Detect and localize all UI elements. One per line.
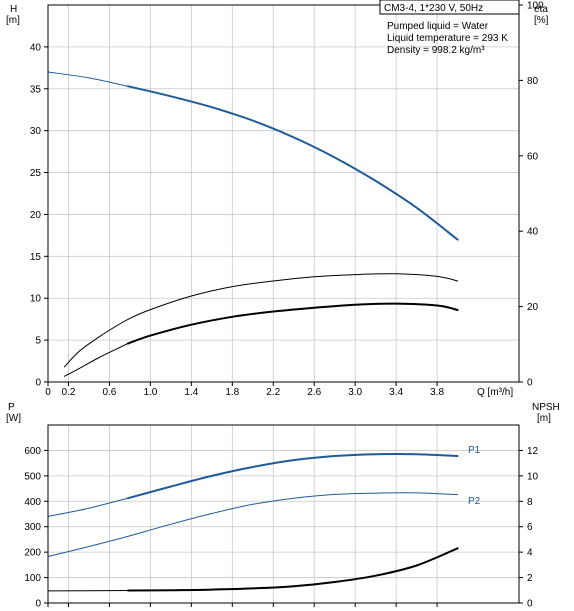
top-series [47,71,459,377]
bottom-left-axis-label-1: P [8,402,15,413]
series-line [126,302,459,345]
left-y-tick-label: 30 [30,126,42,137]
right-y-tick-label: 20 [527,302,539,313]
left-y-tick-label: 0 [35,378,41,389]
left-y-tick-label: 0 [35,599,41,610]
left-y-tick-label: 35 [30,84,42,95]
right-y-tick-label: 60 [527,151,539,162]
right-y-tick-label: 40 [527,227,539,238]
bottom-right-axis-label-2: [m] [537,413,551,424]
left-y-tick-label: 5 [35,336,41,347]
info-box-title: CM3-4, 1*230 V, 50Hz [384,3,483,14]
x-tick-label: 0 [45,387,51,398]
bottom-right-axis-label-1: NPSH [532,402,560,413]
series-line [126,85,459,241]
x-tick-label: 3.8 [430,387,444,398]
left-y-tick-label: 200 [24,548,41,559]
bottom-grid [47,425,519,604]
left-y-tick-label: 600 [24,446,41,457]
top-left-axis-label-1: H [10,4,17,15]
x-tick-label: 3.0 [348,387,362,398]
right-y-tick-label: 6 [527,522,533,533]
left-y-tick-label: 500 [24,471,41,482]
right-y-tick-label: 0 [527,599,533,610]
series-line [47,497,129,517]
left-y-tick-label: 300 [24,522,41,533]
x-tick-label: 1.4 [184,387,198,398]
x-tick-label: 2.2 [266,387,280,398]
right-y-tick-label: 100 [527,1,544,12]
bottom-series [47,452,459,592]
top-panel: 0 0.2 0.6 1.0 1.4 1.8 2.2 2.6 3.0 3.4 3.8 0 5 10 15 20 2… [6,0,549,398]
x-tick-label: 3.4 [389,387,403,398]
series-label-p2: P2 [468,496,481,507]
top-left-axis-label-2: [m] [6,15,20,26]
left-y-tick-label: 100 [24,573,41,584]
left-y-tick-label: 40 [30,42,42,53]
series-line [126,452,459,500]
x-tick-label: 1.8 [225,387,239,398]
right-y-tick-label: 8 [527,497,533,508]
right-y-tick-label: 12 [527,446,539,457]
x-tick-label: 1.0 [143,387,157,398]
bottom-left-axis-label-2: [W] [6,413,21,424]
info-box-line-1: Pumped liquid = Water [387,21,489,32]
right-y-tick-label: 4 [527,548,533,559]
x-tick-label: 0.2 [62,387,76,398]
left-y-tick-label: 20 [30,210,42,221]
left-y-tick-label: 10 [30,294,42,305]
top-grid [47,5,519,383]
right-y-tick-label: 2 [527,573,533,584]
series-label-p1: P1 [468,445,481,456]
series-line [126,547,459,592]
info-box: CM3-4, 1*230 V, 50Hz Pumped liquid = Wat… [379,0,520,56]
x-tick-label: 2.6 [307,387,321,398]
left-y-tick-label: 400 [24,497,41,508]
info-box-line-2: Liquid temperature = 293 K [387,33,508,44]
x-axis-label: Q [m³/h] [477,387,513,398]
top-right-axis-label-1: eta [534,4,548,15]
right-y-tick-label: 10 [527,471,539,482]
series-line [63,343,129,377]
x-tick-label: 0.6 [102,387,116,398]
right-y-tick-label: 80 [527,76,539,87]
left-y-tick-label: 15 [30,252,42,263]
left-y-tick-label: 25 [30,168,42,179]
info-box-line-3: Density = 998.2 kg/m³ [387,45,485,56]
series-line [47,71,129,87]
series-line [47,492,459,557]
top-right-axis-label-2: [%] [534,15,549,26]
bottom-plot-frame [47,424,520,604]
right-y-tick-label: 0 [527,378,533,389]
bottom-ticks: 0 100 200 300 400 500 600 0 2 4 6 8 10 12 [24,446,538,610]
top-plot-frame [47,4,520,383]
info-box-title-frame [379,0,520,15]
top-ticks: 0 0.2 0.6 1.0 1.4 1.8 2.2 2.6 3.0 3.4 3.8 0 5 10 15 20 2… [30,1,544,399]
series-line [63,273,459,368]
